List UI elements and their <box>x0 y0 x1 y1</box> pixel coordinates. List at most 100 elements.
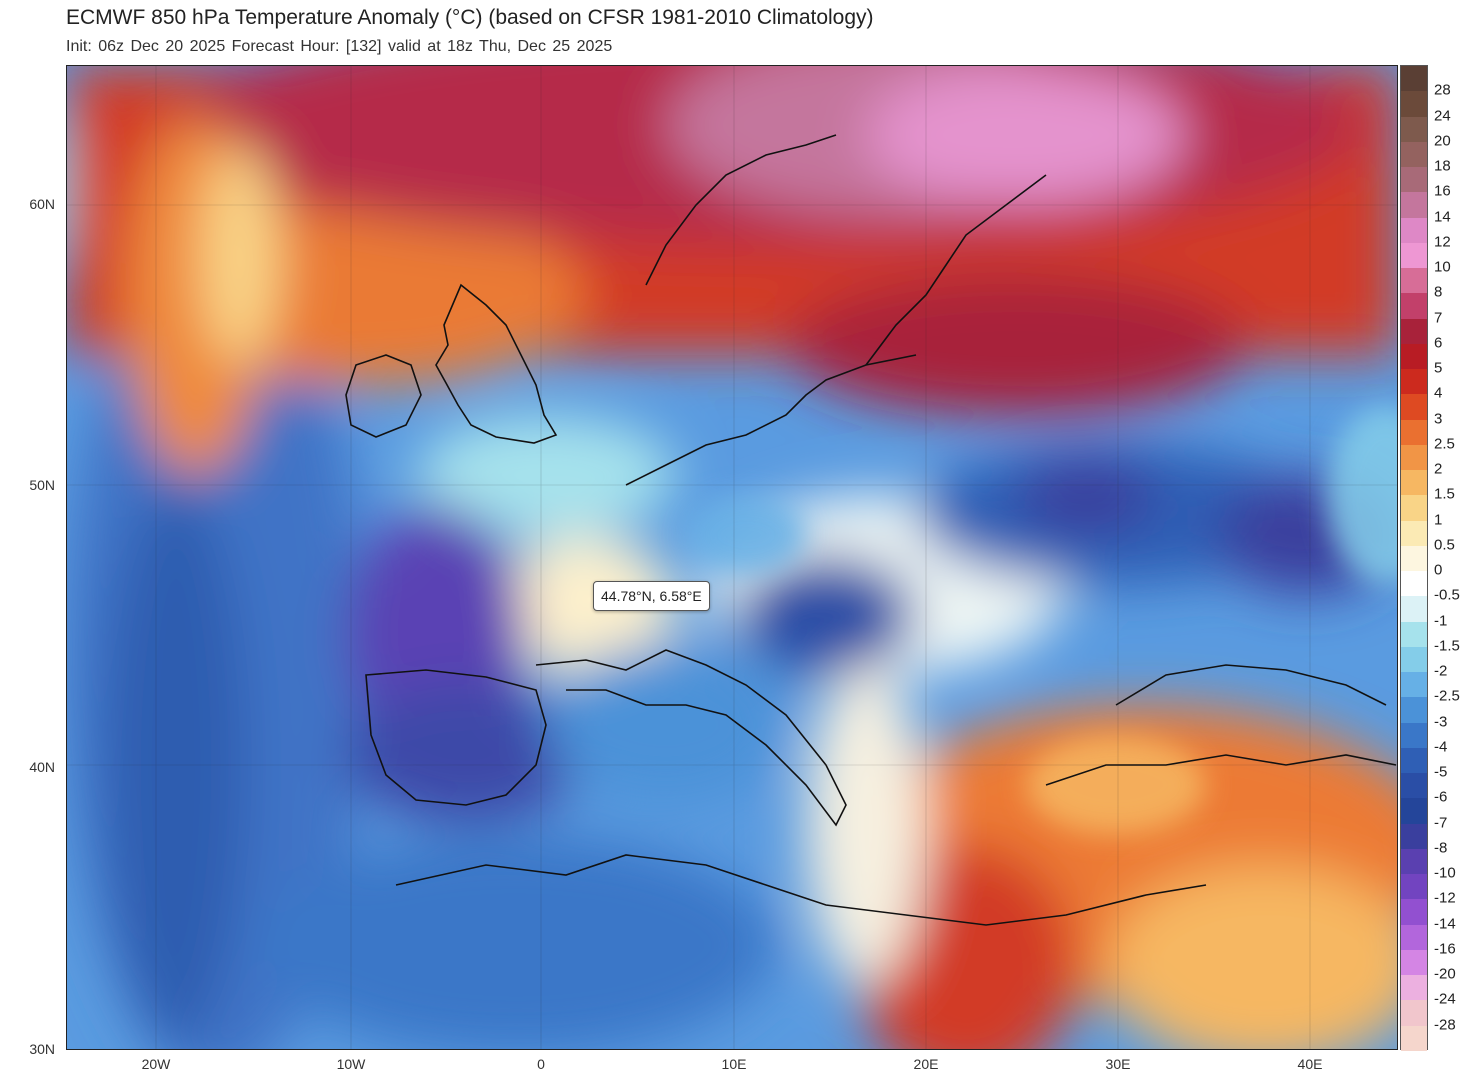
colorbar-segment <box>1401 596 1427 623</box>
colorbar-segment <box>1401 394 1427 421</box>
north-africa-cold <box>256 835 776 1050</box>
colorbar-tick-label: 2.5 <box>1434 435 1455 453</box>
colorbar-tick-label: -7 <box>1434 814 1448 832</box>
colorbar-tick-label: 0 <box>1434 561 1443 579</box>
central-france-neutral <box>496 535 676 675</box>
atlantic-warm-ridge <box>201 145 281 365</box>
med-north-coast <box>535 649 847 827</box>
colorbar-tick-label: -16 <box>1434 940 1456 958</box>
ukraine-cold-core <box>1016 455 1156 535</box>
colorbar-segment <box>1401 823 1427 850</box>
colorbar-tick-label: 7 <box>1434 309 1443 327</box>
north-france-cool <box>416 415 676 535</box>
north-sea-coast <box>625 354 917 486</box>
colorbar-tick-label: 3 <box>1434 410 1443 428</box>
colorbar-segment <box>1401 167 1427 193</box>
colorbar-segment <box>1401 192 1427 219</box>
lat-label-50n: 50N <box>29 477 55 493</box>
finland-max-anomaly <box>866 65 1186 205</box>
colorbar-tick-label: 1 <box>1434 511 1443 529</box>
colorbar-tick-label: 2 <box>1434 460 1443 478</box>
colorbar-tick-label: -1.5 <box>1434 637 1460 655</box>
colorbar-tick-label: 1.5 <box>1434 485 1455 503</box>
colorbar-tick-label: 16 <box>1434 182 1451 200</box>
colorbar-segment <box>1401 773 1427 799</box>
colorbar-tick-label: -28 <box>1434 1016 1456 1034</box>
black-sea-south-coast <box>1045 754 1397 786</box>
colorbar-tick-label: 6 <box>1434 334 1443 352</box>
colorbar-tick-label: -24 <box>1434 990 1456 1008</box>
colorbar-tick-label: 20 <box>1434 132 1451 150</box>
coordinate-tooltip: 44.78°N, 6.58°E <box>593 581 710 611</box>
baltic-warm <box>786 275 1246 415</box>
colorbar-tick-label: -3 <box>1434 713 1448 731</box>
colorbar-tick-label: 5 <box>1434 359 1443 377</box>
colorbar-segment <box>1401 217 1427 244</box>
lon-label-30e: 30E <box>1105 1056 1131 1072</box>
colorbar-segment <box>1401 848 1427 875</box>
colorbar-segment <box>1401 697 1427 724</box>
lon-label-20w: 20W <box>141 1056 171 1072</box>
atlantic-cold-core <box>106 485 246 1045</box>
colorbar-tick-label: 24 <box>1434 107 1451 124</box>
colorbar-segment <box>1401 924 1427 951</box>
colorbar-tick-label: -2 <box>1434 662 1448 680</box>
map-subtitle: Init: 06z Dec 20 2025 Forecast Hour: [13… <box>66 38 613 55</box>
iberia-coast <box>365 669 547 806</box>
colorbar-tick-label: 4 <box>1434 384 1443 402</box>
central-med-neutral <box>806 665 926 985</box>
colorbar-segment <box>1401 949 1427 976</box>
colorbar-segment <box>1401 495 1427 522</box>
black-sea-north-coast <box>1115 664 1387 706</box>
western-med-cold <box>546 645 786 805</box>
colorbar-segment <box>1401 141 1427 168</box>
colorbar-tick-label: 28 <box>1434 81 1451 99</box>
colorbar-segment <box>1401 646 1427 673</box>
graticule <box>66 65 1398 1050</box>
colorbar-segment <box>1401 470 1427 496</box>
lat-label-30n: 30N <box>29 1041 55 1057</box>
colorbar-segment <box>1401 722 1427 749</box>
colorbar-tick-label: -1 <box>1434 612 1448 630</box>
colorbar-segment <box>1401 621 1427 648</box>
anomaly-field <box>66 65 1398 1050</box>
lon-label-10w: 10W <box>336 1056 366 1072</box>
colorbar-tick-label: -14 <box>1434 915 1456 933</box>
colorbar-tick-label: -4 <box>1434 738 1448 756</box>
colorbar-segment <box>1401 874 1427 900</box>
colorbar-segment <box>1401 672 1427 698</box>
colorbar-tick-label: 0.5 <box>1434 536 1455 554</box>
lat-label-60n: 60N <box>29 196 55 212</box>
colorbar-tick-label: -6 <box>1434 788 1448 806</box>
baltic-coast <box>865 174 1047 366</box>
colorbar-tick-label: 12 <box>1434 233 1451 251</box>
colorbar-tick-label: -12 <box>1434 889 1456 907</box>
anomaly-field-svg <box>66 65 1398 1050</box>
colorbar-segment <box>1401 1025 1427 1052</box>
lon-label-20e: 20E <box>913 1056 939 1072</box>
colorbar-segment <box>1401 66 1427 92</box>
colorbar-tick-label: 8 <box>1434 283 1443 301</box>
ireland-coast <box>345 354 422 438</box>
colorbar-segment <box>1401 520 1427 547</box>
colorbar-segment <box>1401 1000 1427 1027</box>
colorbar-segment <box>1401 318 1427 345</box>
colorbar-tick-label: -0.5 <box>1434 586 1460 604</box>
colorbar-tick-label: -10 <box>1434 864 1456 882</box>
colorbar-tick-label: 14 <box>1434 208 1451 226</box>
anomaly-map[interactable] <box>66 65 1398 1050</box>
africa-north-coast <box>395 854 1207 926</box>
colorbar-segment <box>1401 293 1427 320</box>
colorbar-segment <box>1401 798 1427 825</box>
colorbar <box>1400 65 1428 1052</box>
colorbar-segment <box>1401 268 1427 294</box>
colorbar-tick-label: -8 <box>1434 839 1448 857</box>
colorbar-segment <box>1401 444 1427 471</box>
colorbar-segment <box>1401 975 1427 1001</box>
lon-label-10e: 10E <box>721 1056 747 1072</box>
colorbar-segment <box>1401 899 1427 926</box>
coastlines <box>345 134 1397 926</box>
iberia-cold <box>346 685 586 825</box>
lon-label-0: 0 <box>537 1056 545 1072</box>
colorbar-segment <box>1401 545 1427 572</box>
